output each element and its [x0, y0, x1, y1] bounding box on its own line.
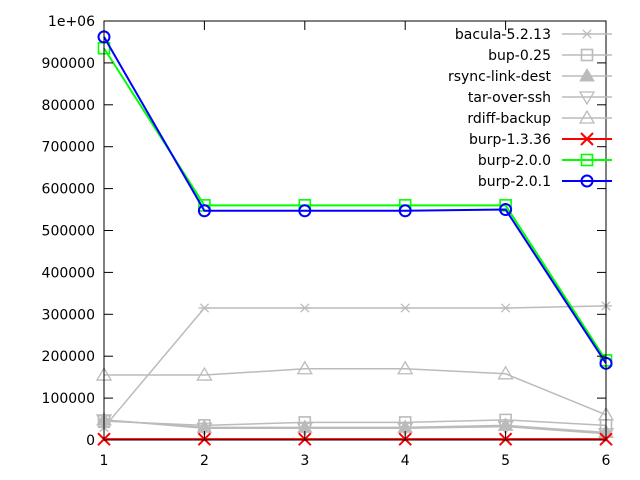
y-tick-label: 700000: [42, 140, 95, 156]
data-point: [196, 366, 213, 381]
data-point: [497, 365, 514, 380]
legend-marker: [579, 68, 595, 82]
legend-label: tar-over-ssh: [468, 90, 551, 106]
series-burp-1.3.36: [97, 432, 613, 446]
data-point: [196, 422, 213, 437]
legend-label: rdiff-backup: [467, 111, 551, 127]
data-point: [499, 203, 513, 217]
data-point: [298, 303, 311, 313]
legend-entry: bup-0.25: [488, 48, 612, 64]
data-point: [296, 422, 313, 437]
data-point: [296, 360, 313, 375]
y-tick-label: 400000: [42, 265, 95, 281]
legend-entry: tar-over-ssh: [468, 90, 612, 106]
y-tick-label: 900000: [42, 56, 95, 72]
x-tick-label: 6: [602, 453, 611, 469]
x-tick-label: 2: [200, 453, 209, 469]
series-line: [103, 47, 607, 361]
legend-entry: rdiff-backup: [467, 109, 612, 127]
legend-marker: [581, 29, 593, 39]
y-tick-label: 1e+06: [48, 14, 95, 30]
legend-marker: [580, 48, 594, 62]
series-line: [103, 305, 607, 428]
y-tick-label: 100000: [42, 391, 95, 407]
axes: 0 100000 200000 300000 400000 500000 600000 700…: [42, 14, 611, 469]
legend-marker: [580, 174, 594, 188]
data-point: [398, 204, 412, 218]
data-point: [497, 420, 514, 435]
y-tick-label: 500000: [42, 224, 95, 240]
legend-label: burp-2.0.1: [478, 174, 551, 190]
x-tick-label: 1: [100, 453, 109, 469]
y-tick-label: 300000: [42, 307, 95, 323]
series-line: [103, 419, 607, 435]
data-point: [397, 360, 414, 375]
legend-entry: burp-2.0.1: [478, 174, 612, 190]
data-point: [198, 303, 211, 313]
legend: bacula-5.2.13 bup-0.25 rsync-link-dest tar-…: [448, 27, 612, 190]
y-tick-label: 800000: [42, 98, 95, 114]
series-rdiff-backup: [95, 360, 615, 421]
legend-label: bup-0.25: [488, 48, 551, 64]
data-point: [399, 303, 412, 313]
legend-marker: [580, 132, 594, 146]
legend-label: burp-1.3.36: [469, 132, 551, 148]
data-point: [197, 204, 211, 218]
legend-marker: [580, 153, 594, 167]
plot-area: [95, 30, 615, 446]
series-line: [103, 36, 607, 364]
legend-entry: rsync-link-dest: [448, 68, 612, 85]
legend-entry: burp-1.3.36: [469, 132, 612, 148]
x-tick-label: 4: [401, 453, 410, 469]
legend-label: rsync-link-dest: [448, 69, 552, 85]
data-point: [499, 303, 512, 313]
legend-marker: [578, 109, 596, 124]
legend-entry: burp-2.0.0: [478, 153, 612, 169]
data-point: [298, 204, 312, 218]
legend-label: bacula-5.2.13: [455, 27, 551, 43]
y-tick-label: 200000: [42, 349, 95, 365]
legend-marker: [578, 91, 596, 106]
legend-label: burp-2.0.0: [478, 153, 551, 169]
series-line: [104, 368, 607, 416]
y-tick-label: 0: [86, 433, 95, 449]
x-tick-label: 3: [300, 453, 309, 469]
x-tick-label: 5: [501, 453, 510, 469]
series-bacula-5.2.13: [98, 301, 612, 433]
legend-entry: bacula-5.2.13: [455, 27, 612, 43]
y-tick-label: 600000: [42, 182, 95, 198]
data-point: [397, 422, 414, 437]
series-line: [103, 419, 607, 427]
